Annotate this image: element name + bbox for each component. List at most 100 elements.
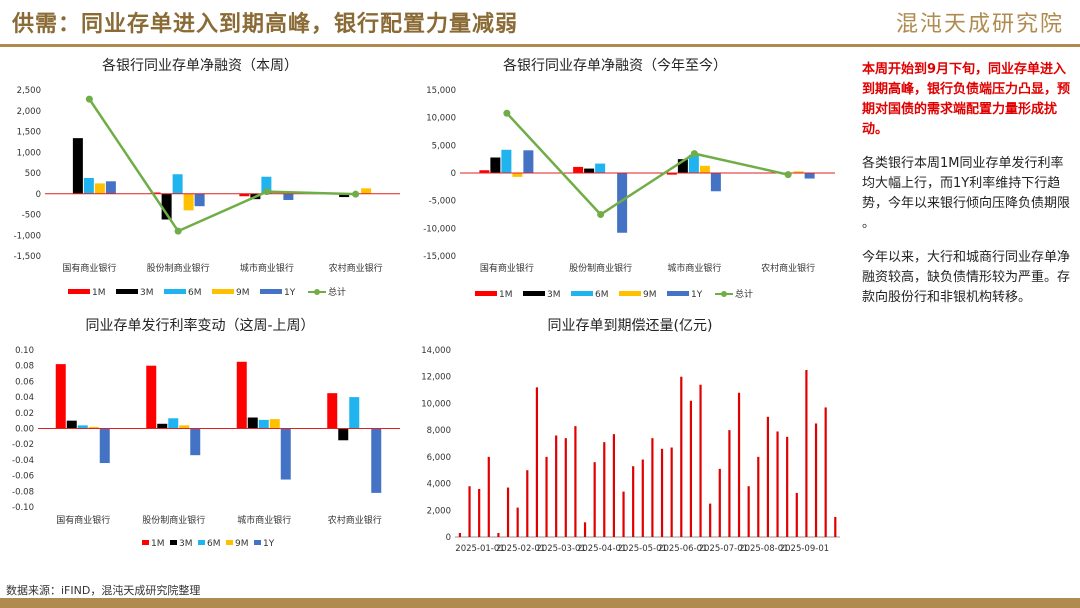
legend-marker-total: [314, 289, 320, 295]
x-tick-label: 2025-03-01: [536, 544, 585, 554]
bar-6m-3: [349, 397, 360, 429]
y-tick-label: 0.02: [15, 409, 34, 419]
y-tick-label: 2,500: [17, 86, 41, 96]
legend-swatch-1y: [260, 289, 282, 294]
bar-6m-2: [688, 154, 699, 173]
due-bar-20: [651, 438, 654, 537]
chart-rate-change: 同业存单发行利率变动（这周-上周） -0.10 -0.08 -0.06 -0.04 -0.…: [12, 317, 400, 549]
total-point-2: [263, 188, 271, 196]
data-source-note: 数据来源：iFIND，混沌天成研究院整理: [6, 584, 201, 597]
footer-bar: [0, 598, 1080, 608]
y-tick-label: -10,000: [423, 224, 456, 234]
bar-1m-1: [146, 365, 157, 429]
bar-1m-2: [236, 361, 247, 429]
bar-1y-0: [523, 150, 534, 173]
due-bar-3: [487, 456, 490, 537]
bar-6m-1: [595, 163, 606, 173]
legend-label-total: 总计: [328, 286, 346, 298]
category-label: 国有商业银行: [56, 514, 110, 526]
category-label: 股份制商业银行: [569, 262, 632, 274]
x-tick-label: 2025-04-01: [577, 544, 626, 554]
bar-6m-1: [172, 174, 183, 194]
legend-swatch-9m: [619, 291, 641, 296]
y-tick-label: -0.10: [12, 503, 34, 513]
y-tick-label: 1,000: [17, 148, 41, 158]
y-tick-label: 4,000: [427, 480, 451, 490]
y-tick-label: -1,500: [14, 252, 41, 262]
y-tick-label: 0.08: [15, 362, 34, 372]
y-tick-label: 14,000: [421, 346, 451, 356]
total-point-3: [784, 171, 792, 179]
header: 供需：同业存单进入到期高峰，银行配置力量减弱 混沌天成研究院: [0, 0, 1080, 44]
bar-1y-2: [710, 173, 721, 192]
legend-swatch-1y: [667, 291, 689, 296]
bar-1y-3: [804, 173, 815, 179]
bar-1m-3: [327, 393, 338, 429]
due-bar-24: [689, 400, 693, 537]
bar-9m-3: [793, 171, 804, 173]
y-tick-label: 0.00: [15, 425, 34, 435]
legend-label-1y: 1Y: [691, 290, 703, 300]
category-label: 国有商业银行: [62, 262, 116, 274]
category-label: 城市商业银行: [667, 262, 721, 274]
bar-9m-0: [94, 183, 105, 194]
due-bar-31: [757, 456, 760, 537]
y-tick-label: -15,000: [423, 252, 456, 262]
due-bar-32: [766, 416, 770, 537]
category-label: 城市商业银行: [237, 514, 291, 526]
legend-label-1y: 1Y: [263, 539, 275, 549]
due-bar-8: [535, 387, 539, 537]
due-bar-26: [709, 503, 712, 537]
y-tick-label: 2,000: [427, 506, 451, 516]
legend-label-1m: 1M: [499, 290, 513, 300]
total-point-2: [690, 150, 698, 158]
legend-swatch-9m: [212, 289, 234, 294]
y-tick-label: 0.04: [15, 393, 34, 403]
legend-label-1m: 1M: [92, 288, 106, 298]
due-bar-19: [641, 459, 644, 537]
due-bar-18: [632, 466, 635, 537]
bar-6m-1: [168, 418, 179, 429]
y-tick-label: 5,000: [432, 141, 456, 151]
due-bar-9: [545, 456, 548, 537]
total-point-0: [85, 95, 93, 103]
y-tick-label: 12,000: [421, 373, 451, 383]
legend-marker-total: [721, 291, 727, 297]
total-point-1: [174, 227, 182, 235]
category-label: 农村商业银行: [761, 262, 815, 274]
bar-6m-0: [77, 425, 88, 429]
y-tick-label: 10,000: [421, 399, 451, 409]
due-bar-6: [516, 507, 519, 537]
x-tick-label: 2025-06-01: [658, 544, 707, 554]
bar-1m-0: [479, 170, 490, 173]
y-tick-label: 500: [25, 169, 41, 179]
legend-label-3m: 3M: [140, 288, 154, 298]
x-tick-label: 2025-08-01: [739, 544, 788, 554]
legend-label-9m: 9M: [235, 539, 249, 549]
chart-title: 各银行同业存单净融资（今年至今）: [503, 58, 727, 74]
legend-label-6m: 6M: [188, 288, 202, 298]
category-label: 农村商业银行: [329, 262, 383, 274]
legend-swatch-1y: [254, 540, 261, 545]
legend-swatch-1m: [68, 289, 90, 294]
legend-label-6m: 6M: [595, 290, 609, 300]
due-bar-12: [574, 426, 577, 537]
bar-1m-2: [239, 193, 250, 197]
chart-due-repayment: 同业存单到期偿还量(亿元) 0 2,000 4,000 6,000 8,000 10,000…: [421, 318, 840, 554]
due-bar-4: [497, 532, 500, 537]
bar-3m-1: [161, 193, 172, 220]
bar-1m-1: [573, 166, 584, 173]
due-bar-29: [737, 392, 741, 537]
legend-swatch-9m: [226, 540, 233, 545]
chart-title: 各银行同业存单净融资（本周）: [102, 58, 298, 74]
y-tick-label: 0: [36, 190, 41, 200]
bar-1y-0: [99, 428, 110, 464]
category-label: 股份制商业银行: [147, 262, 210, 274]
due-bar-38: [824, 407, 827, 537]
due-bar-30: [747, 486, 750, 537]
commentary-paragraph-3: 今年以来，大行和城商行同业存单净融资较高，缺负债情形较为严重。存款向股份行和非银…: [862, 250, 1071, 305]
due-bar-37: [814, 423, 818, 537]
y-tick-label: -0.08: [12, 487, 34, 497]
chart-title: 同业存单到期偿还量(亿元): [548, 318, 713, 334]
bar-6m-2: [261, 176, 272, 194]
